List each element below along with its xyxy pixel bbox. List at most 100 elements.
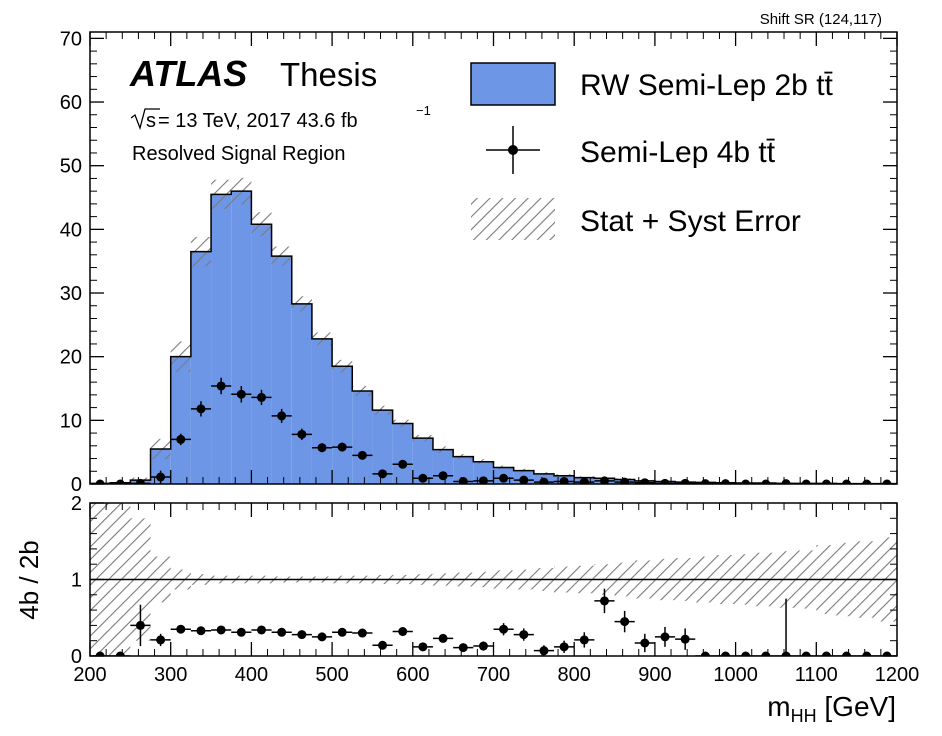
data-marker [256, 392, 266, 402]
main-x-ticks [89, 32, 898, 484]
data-point [90, 479, 111, 484]
data-marker [559, 476, 569, 484]
ratio-y-tick-label: 1 [71, 570, 82, 592]
ratio-marker [357, 628, 367, 638]
mc-bar [392, 423, 413, 484]
svg-text:s: s [146, 110, 156, 132]
data-point [876, 479, 897, 484]
sqrt-symbol [130, 108, 160, 131]
ratio-marker [539, 646, 549, 656]
data-marker [821, 479, 831, 484]
data-marker [236, 389, 246, 399]
data-marker [418, 473, 428, 483]
data-point [493, 473, 514, 483]
data-marker [620, 477, 630, 484]
x-tick-label: 1200 [875, 664, 920, 686]
data-point [816, 479, 837, 484]
ratio-marker [801, 651, 811, 656]
y-tick-label: 30 [60, 283, 82, 305]
ratio-marker [499, 624, 509, 634]
data-marker [721, 479, 731, 484]
ratio-marker [640, 638, 650, 648]
x-tick-label: 1100 [795, 664, 838, 686]
legend-err-swatch [471, 198, 555, 240]
ratio-y-tick-label: 2 [71, 493, 82, 515]
legend-data-label: Semi-Lep 4b tt̄ [580, 136, 776, 169]
y-tick-label: 40 [60, 219, 82, 241]
ratio-point [251, 625, 272, 635]
data-marker [398, 459, 408, 469]
ratio-point [150, 633, 171, 647]
ratio-point [796, 651, 817, 656]
ratio-marker [458, 643, 468, 653]
mc-bar [251, 224, 272, 484]
region-label: Resolved Signal Region [132, 143, 345, 165]
mc-bar [473, 461, 494, 484]
ratio-point [493, 623, 514, 636]
y-tick-label: 10 [60, 410, 82, 432]
main-histogram [90, 191, 897, 484]
ratio-marker [216, 625, 226, 635]
corner-label: Shift SR (124,117) [760, 11, 882, 28]
data-point [332, 442, 353, 452]
ratio-point [634, 633, 655, 653]
data-point [412, 473, 433, 483]
data-marker [156, 472, 166, 482]
data-point [796, 479, 817, 484]
data-marker [337, 442, 347, 452]
data-point [352, 450, 373, 460]
ratio-point [876, 651, 897, 656]
ratio-point [574, 632, 595, 648]
ratio-point [231, 627, 252, 637]
ratio-marker [519, 630, 529, 640]
legend-mc-label: RW Semi-Lep 2b tt̄ [580, 69, 834, 102]
ratio-marker [196, 626, 206, 636]
ratio-marker [882, 651, 892, 656]
data-marker [640, 478, 650, 484]
data-marker [95, 479, 105, 484]
ratio-point [352, 628, 373, 638]
ratio-marker [156, 635, 166, 645]
data-marker [660, 478, 670, 484]
mc-bar [170, 356, 191, 484]
mc-bar [271, 256, 292, 484]
x-tick-label: 1000 [713, 664, 758, 686]
data-marker [317, 443, 327, 453]
data-point [311, 443, 333, 453]
ratio-y-tick-label: 0 [71, 646, 82, 668]
ratio-marker [317, 632, 327, 642]
ratio-marker [579, 635, 589, 645]
ratio-y-axis: 0 1 2 [71, 493, 897, 668]
svg-text:= 13 TeV, 2017 43.6 fb: = 13 TeV, 2017 43.6 fb [158, 110, 358, 132]
ratio-point [594, 588, 615, 614]
ratio-point [291, 630, 312, 640]
atlas-label: ATLAS [129, 53, 247, 94]
ratio-marker [398, 627, 408, 637]
data-point [554, 476, 575, 484]
ratio-marker [438, 633, 448, 643]
data-marker [539, 477, 549, 484]
ratio-point [715, 651, 736, 656]
y-tick-label: 50 [60, 156, 82, 178]
data-point [150, 470, 171, 484]
x-tick-label: 600 [396, 664, 429, 686]
data-point [231, 385, 252, 403]
x-axis: 200 300 400 500 600 700 800 900 1000 1100 1200 [73, 503, 919, 686]
ratio-marker [721, 651, 731, 656]
mc-bar [372, 410, 393, 484]
data-marker [801, 479, 811, 484]
ratio-marker [660, 632, 670, 642]
data-marker [297, 429, 307, 439]
energy-label: s = 13 TeV, 2017 43.6 fb −1 [130, 103, 431, 132]
ratio-marker [418, 642, 428, 652]
ratio-point [311, 632, 333, 642]
x-axis-title: mHH [GeV] [767, 691, 896, 726]
ratio-point [554, 640, 575, 653]
y-tick-label: 0 [71, 474, 82, 496]
ratio-marker [236, 627, 246, 637]
data-marker [478, 476, 488, 484]
data-marker [882, 479, 892, 484]
legend-err-label: Stat + Syst Error [580, 205, 801, 238]
ratio-marker [821, 651, 831, 656]
